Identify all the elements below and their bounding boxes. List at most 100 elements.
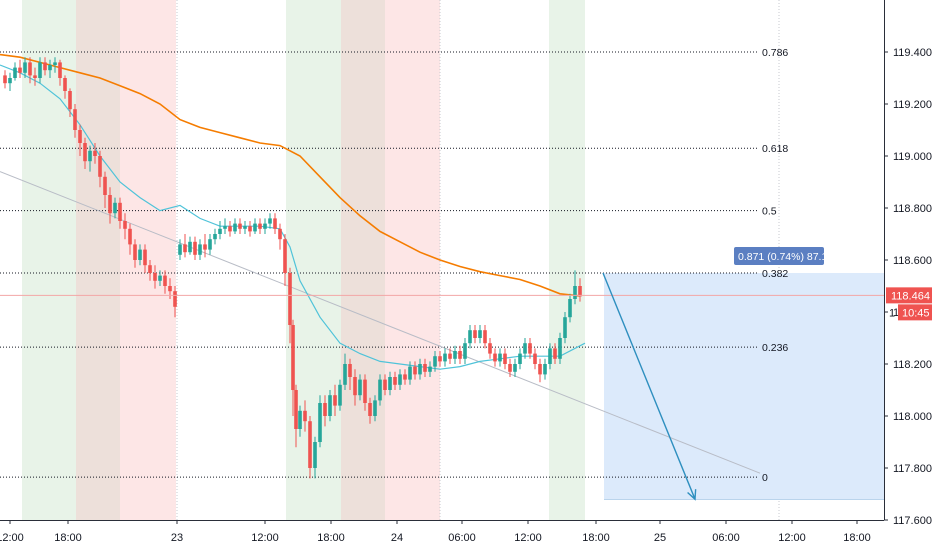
candlestick-series (3, 57, 582, 479)
candle-64 (318, 395, 322, 448)
candle-34 (173, 286, 177, 318)
x-tick-label-0: 12:00 (0, 532, 24, 544)
y-tick-label-6: 118.200 (893, 359, 932, 371)
candle-80 (398, 369, 402, 390)
candle-92 (458, 345, 462, 364)
candle-63 (313, 436, 317, 479)
x-tick-label-2: 23 (171, 532, 183, 544)
candle-71 (353, 369, 357, 406)
candle-98 (488, 338, 492, 359)
candle-85 (423, 358, 427, 377)
candle-30 (153, 265, 157, 289)
x-tick-label-11: 12:00 (778, 532, 806, 544)
candle-35 (178, 239, 182, 260)
candle-28 (143, 244, 147, 273)
candle-73 (363, 374, 367, 411)
candle-91 (453, 345, 457, 364)
candle-90 (448, 348, 452, 364)
candle-114 (568, 293, 572, 323)
candle-29 (148, 260, 152, 281)
candle-62 (308, 416, 312, 479)
candle-94 (468, 325, 472, 349)
candle-83 (413, 361, 417, 380)
x-tick-label-7: 12:00 (514, 532, 542, 544)
candle-82 (408, 361, 412, 385)
candle-107 (533, 348, 537, 370)
candle-19 (98, 150, 102, 188)
candle-50 (253, 218, 257, 234)
candle-101 (503, 348, 507, 370)
candle-38 (193, 236, 197, 260)
candle-103 (513, 358, 517, 377)
candle-26 (133, 239, 137, 268)
candle-23 (118, 197, 122, 229)
candle-75 (373, 395, 377, 422)
fib-label-3: 0.382 (762, 268, 788, 280)
candle-55 (278, 223, 282, 250)
candle-4 (23, 57, 27, 78)
candle-68 (338, 379, 342, 411)
candle-88 (438, 351, 442, 367)
candle-105 (523, 338, 527, 359)
time-axis-labels: 12:00 18:00 23 12:00 18:00 24 06:00 12:00 18:00 2… (0, 520, 871, 544)
fib-label-5: 0 (762, 472, 768, 484)
candle-6 (33, 67, 37, 86)
session-bands (22, 0, 585, 520)
candle-76 (378, 374, 382, 406)
candle-2 (13, 62, 17, 81)
candle-36 (183, 234, 187, 258)
session-band-2 (120, 0, 176, 520)
candle-41 (208, 234, 212, 255)
candle-10 (53, 57, 57, 73)
moving-average-slow (0, 53, 581, 297)
measure-value: 0.871 (0.74%) 87.1 (738, 251, 827, 263)
current-price-tag (886, 287, 932, 304)
candle-84 (418, 358, 422, 380)
candle-108 (538, 358, 542, 383)
candle-48 (243, 221, 247, 234)
candle-17 (88, 145, 92, 172)
candle-32 (163, 270, 167, 294)
candle-42 (213, 228, 217, 245)
candle-25 (128, 223, 132, 255)
candle-57 (288, 267, 292, 344)
current-price-value: 118.464 (891, 290, 930, 302)
candle-69 (343, 353, 347, 390)
candle-54 (273, 213, 277, 234)
candle-77 (383, 374, 387, 396)
candle-27 (138, 244, 142, 266)
candle-110 (548, 343, 552, 370)
candle-5 (28, 57, 32, 84)
session-band-6 (549, 0, 585, 520)
projection-arrow[interactable] (602, 272, 697, 501)
x-tick-label-1: 18:00 (54, 532, 82, 544)
x-tick-label-3: 12:00 (251, 532, 279, 544)
candle-87 (433, 351, 437, 372)
candle-61 (303, 400, 307, 432)
candle-52 (263, 218, 267, 234)
candle-58 (291, 319, 295, 416)
candle-99 (493, 348, 497, 367)
projection-arrow-head (687, 489, 697, 501)
candle-67 (333, 384, 337, 416)
candle-18 (93, 143, 97, 164)
candle-20 (103, 171, 107, 208)
x-tick-label-9: 25 (654, 532, 666, 544)
projection-arrow-shaft (602, 272, 696, 500)
candle-24 (123, 213, 127, 240)
position-zone[interactable] (604, 273, 884, 500)
fibonacci-levels[interactable]: 0.786 0.618 0.5 0.382 0.236 0 (0, 47, 788, 484)
fib-label-4: 0.236 (762, 342, 788, 354)
y-tick-label-2: 119.000 (893, 151, 932, 163)
x-tick-label-10: 06:00 (712, 532, 740, 544)
fib-label-1: 0.618 (762, 143, 788, 155)
price-axis-partial-label: 1 (889, 307, 895, 319)
candle-16 (83, 137, 87, 169)
candle-40 (203, 234, 207, 258)
countdown-tag (898, 304, 932, 321)
candle-43 (218, 221, 222, 240)
measure-tag (734, 247, 824, 265)
candle-66 (328, 390, 332, 422)
